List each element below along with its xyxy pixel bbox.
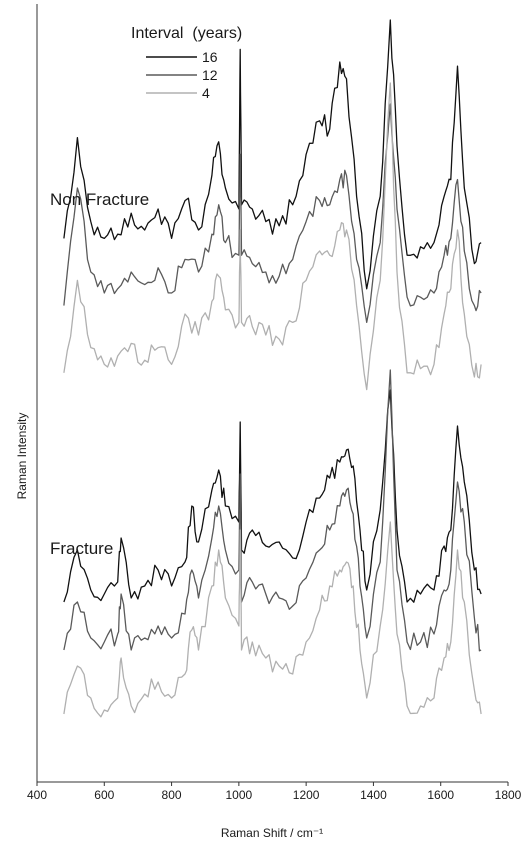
series-line-fracture-16 [63, 389, 482, 603]
series-line-nonfracture-12 [63, 103, 482, 324]
series-line-nonfracture-16 [63, 19, 482, 290]
legend-entry-16: 16 [202, 49, 218, 65]
x-tick-label: 800 [162, 788, 182, 802]
x-tick-label: 1200 [293, 788, 320, 802]
group-label-non-fracture: Non Fracture [50, 190, 149, 209]
series-line-nonfracture-4 [63, 82, 482, 391]
legend-title: Interval (years) [131, 25, 242, 42]
y-axis-title: Raman Intensity [15, 413, 29, 500]
group-label-fracture: Fracture [50, 539, 113, 558]
spectrum-traces [63, 19, 482, 718]
x-tick-label: 1600 [427, 788, 454, 802]
legend: Interval (years) 16 12 4 [131, 25, 242, 101]
legend-entry-12: 12 [202, 67, 218, 83]
plot-area [63, 19, 482, 718]
x-tick-label: 1800 [495, 788, 522, 802]
series-line-fracture-12 [63, 369, 482, 652]
x-tick-label: 1400 [360, 788, 387, 802]
x-axis-title: Raman Shift / cm⁻¹ [221, 826, 323, 840]
legend-entry-4: 4 [202, 85, 210, 101]
x-tick-label: 600 [94, 788, 114, 802]
x-ticks: 400 600 800 1000 1200 1400 1600 1800 [27, 782, 522, 802]
axes: 400 600 800 1000 1200 1400 1600 1800 [27, 4, 522, 802]
x-tick-label: 1000 [226, 788, 253, 802]
x-tick-label: 400 [27, 788, 47, 802]
series-line-fracture-4 [63, 521, 482, 718]
